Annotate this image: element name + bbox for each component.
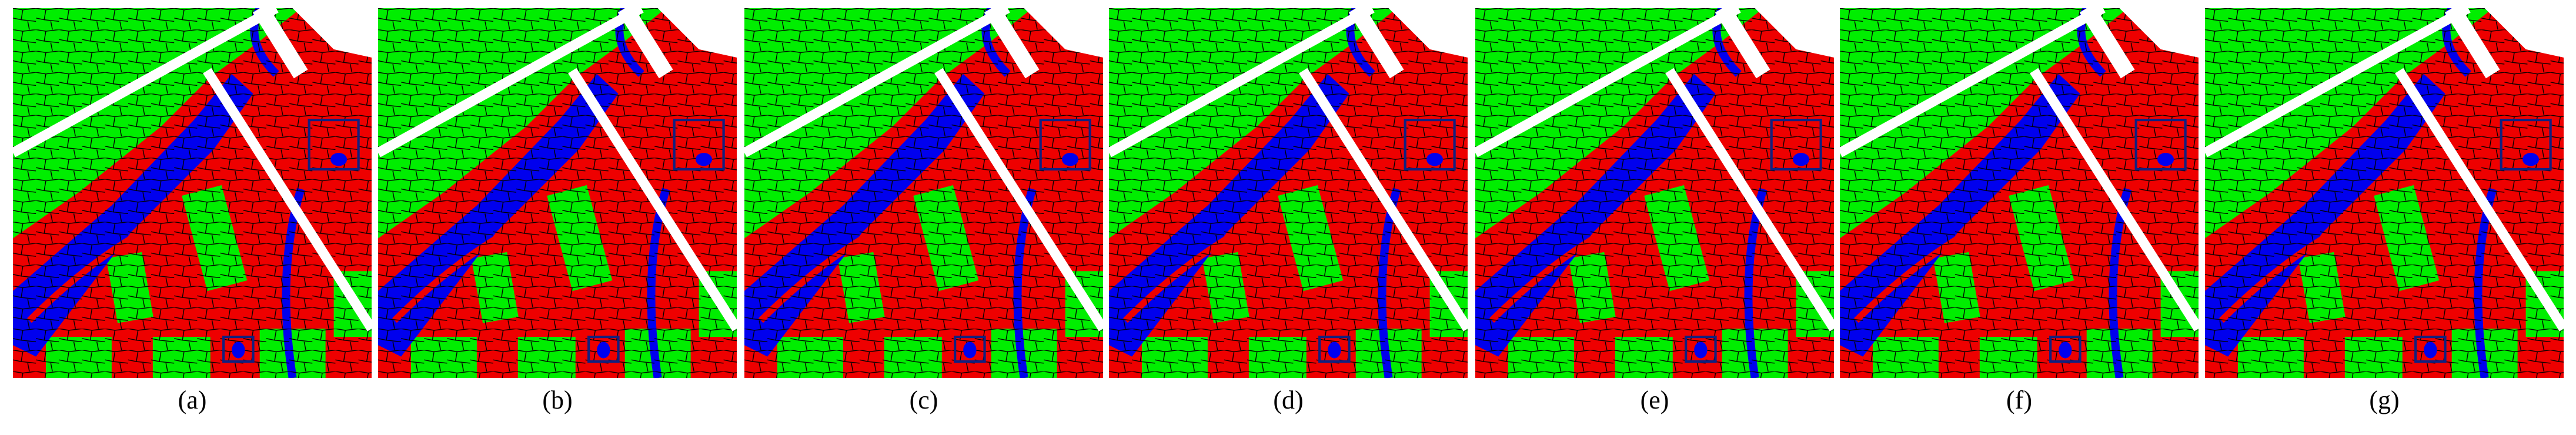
segmentation-map [378,8,737,378]
panel-label: (b) [542,386,572,414]
panel-label: (e) [1641,386,1669,414]
segmentation-map [744,8,1103,378]
segmentation-map [13,8,372,378]
segmentation-map [1475,8,1834,378]
panel-label: (f) [2006,386,2032,414]
panel-label: (a) [178,386,207,414]
panel-label: (d) [1273,386,1303,414]
panel-label: (c) [910,386,938,414]
segmentation-map [1109,8,1468,378]
segmentation-map [2205,8,2564,378]
segmentation-map [1840,8,2199,378]
panel-label: (g) [2369,386,2399,414]
